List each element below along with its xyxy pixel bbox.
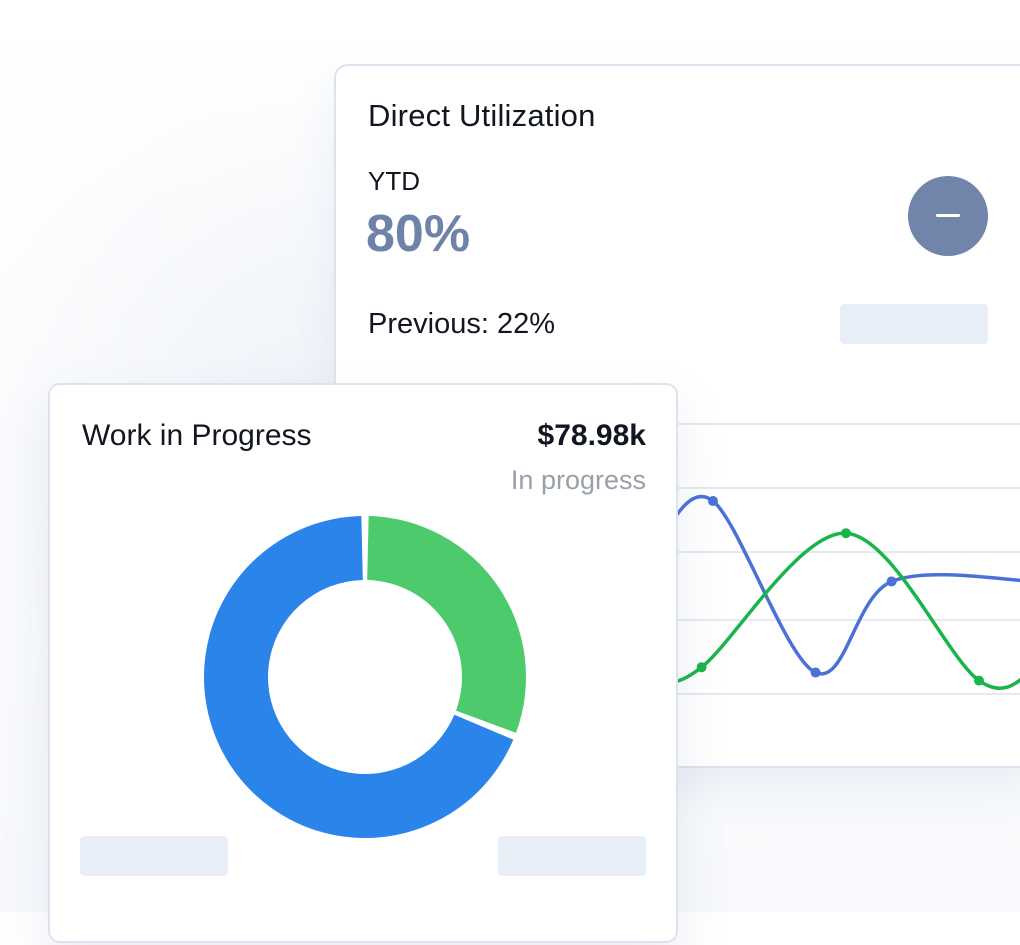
period-label: YTD bbox=[368, 166, 420, 196]
card-title: Work in Progress bbox=[82, 419, 312, 452]
series-point-1 bbox=[886, 576, 897, 587]
series-point-1 bbox=[708, 496, 718, 507]
previous-value: Previous: 22% bbox=[368, 308, 555, 340]
series-point-1 bbox=[810, 667, 821, 678]
series-point-2 bbox=[841, 528, 851, 539]
donut-slice-1 bbox=[367, 516, 526, 733]
collapse-button[interactable] bbox=[908, 176, 988, 256]
placeholder-pill-right bbox=[498, 836, 646, 876]
wip-donut-chart bbox=[203, 516, 526, 838]
utilization-value: 80% bbox=[366, 205, 471, 263]
wip-status: In progress bbox=[510, 465, 646, 495]
series-point-2 bbox=[696, 662, 707, 673]
card-title: Direct Utilization bbox=[368, 98, 596, 133]
placeholder-pill-left bbox=[80, 836, 228, 876]
placeholder-pill bbox=[840, 304, 988, 344]
donut-slice-2 bbox=[203, 516, 514, 838]
series-line-1 bbox=[654, 494, 1020, 676]
series-line-2 bbox=[654, 531, 1020, 690]
wip-amount: $78.98k bbox=[537, 419, 646, 452]
series-point-2 bbox=[974, 675, 984, 686]
work-in-progress-card: Work in Progress $78.98k In progress bbox=[48, 383, 678, 943]
